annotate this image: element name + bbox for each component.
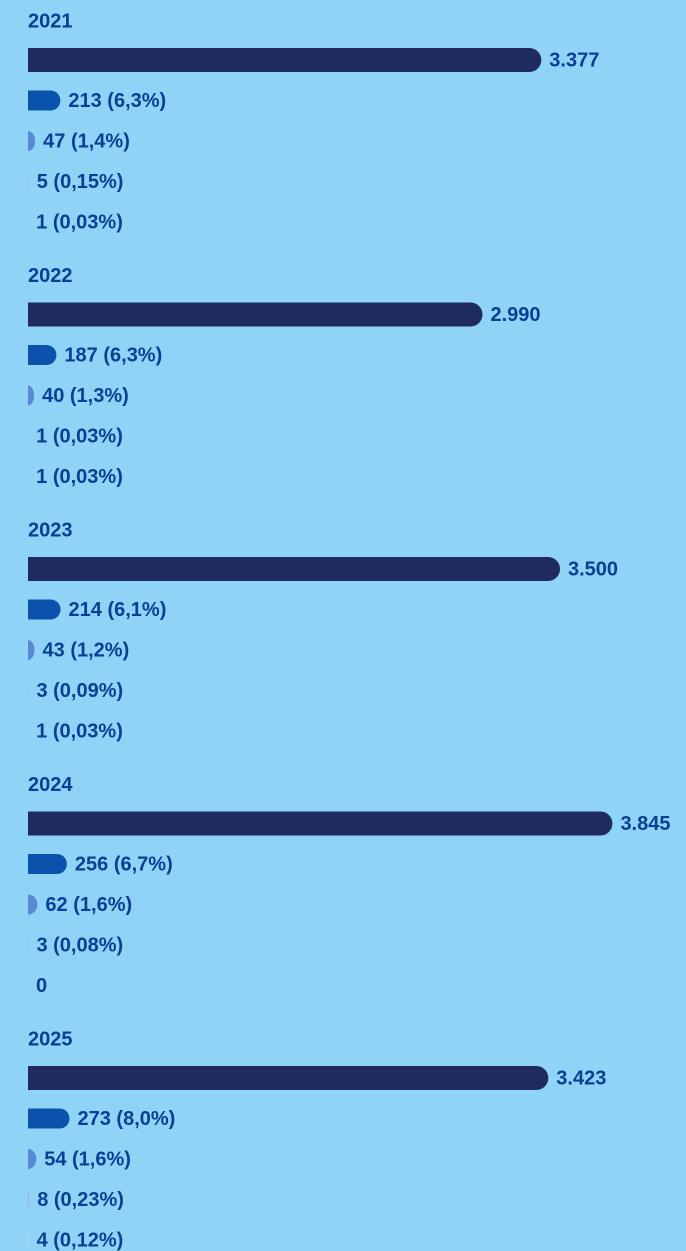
value-label: 47 (1,4%) <box>43 130 130 152</box>
bar <box>28 1108 70 1129</box>
value-label: 214 (6,1%) <box>69 599 167 621</box>
value-label: 1 (0,03%) <box>36 720 123 742</box>
value-label: 3.500 <box>568 558 618 580</box>
value-label: 3.377 <box>549 49 599 71</box>
value-label: 3 (0,08%) <box>36 934 123 956</box>
bar <box>28 557 560 581</box>
value-label: 213 (6,3%) <box>68 90 166 112</box>
bar <box>28 302 483 327</box>
bar <box>28 385 35 406</box>
bar <box>28 90 61 111</box>
value-label: 187 (6,3%) <box>64 344 162 366</box>
bar <box>28 48 542 72</box>
bar <box>28 345 57 365</box>
value-label: 3 (0,09%) <box>36 680 123 702</box>
value-label: 2.990 <box>490 304 540 326</box>
bar <box>28 894 38 915</box>
bar <box>28 599 61 620</box>
value-label: 3.845 <box>620 813 670 835</box>
value-label: 54 (1,6%) <box>44 1148 131 1170</box>
bar <box>28 811 613 836</box>
value-label: 1 (0,03%) <box>36 466 123 488</box>
value-label: 0 <box>36 975 47 997</box>
value-label: 43 (1,2%) <box>43 639 130 661</box>
bar <box>28 1230 29 1250</box>
bar <box>28 1066 549 1090</box>
value-label: 273 (8,0%) <box>77 1108 175 1130</box>
value-label: 40 (1,3%) <box>42 385 129 407</box>
bar <box>28 171 29 192</box>
group-title: 2023 <box>28 519 73 541</box>
group-title: 2024 <box>28 774 73 796</box>
value-label: 4 (0,12%) <box>37 1229 124 1251</box>
value-label: 256 (6,7%) <box>75 853 173 875</box>
value-label: 8 (0,23%) <box>37 1189 124 1211</box>
group-title: 2021 <box>28 10 73 32</box>
bar <box>28 131 36 151</box>
value-label: 1 (0,03%) <box>36 211 123 233</box>
bar <box>28 1149 37 1169</box>
value-label: 1 (0,03%) <box>36 425 123 447</box>
value-label: 62 (1,6%) <box>45 894 132 916</box>
value-label: 5 (0,15%) <box>37 171 124 193</box>
bar <box>28 854 67 874</box>
group-title: 2022 <box>28 265 73 287</box>
bar <box>28 640 35 660</box>
bar <box>28 1189 30 1210</box>
value-label: 3.423 <box>556 1067 606 1089</box>
group-title: 2025 <box>28 1028 73 1050</box>
